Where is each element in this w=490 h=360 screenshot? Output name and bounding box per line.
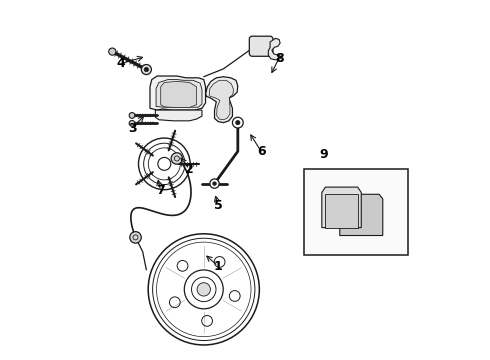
Text: 2: 2 — [185, 163, 194, 176]
Circle shape — [144, 67, 148, 72]
Text: 7: 7 — [156, 184, 165, 197]
Polygon shape — [269, 39, 281, 60]
Circle shape — [129, 121, 135, 126]
Circle shape — [197, 283, 210, 296]
Text: 8: 8 — [275, 51, 283, 64]
Circle shape — [141, 64, 151, 75]
Circle shape — [129, 113, 135, 118]
Circle shape — [232, 117, 243, 128]
Text: 1: 1 — [214, 260, 222, 273]
Polygon shape — [205, 77, 238, 123]
Circle shape — [213, 182, 216, 185]
Polygon shape — [322, 187, 361, 228]
Polygon shape — [161, 81, 196, 108]
Text: 6: 6 — [257, 145, 266, 158]
Circle shape — [236, 121, 240, 125]
Circle shape — [171, 153, 183, 164]
Polygon shape — [340, 194, 383, 235]
Polygon shape — [156, 80, 202, 107]
FancyBboxPatch shape — [249, 36, 273, 56]
Circle shape — [210, 179, 219, 188]
Circle shape — [109, 48, 116, 55]
Text: 9: 9 — [319, 148, 328, 161]
Polygon shape — [150, 76, 205, 110]
Polygon shape — [325, 194, 358, 228]
Polygon shape — [209, 80, 234, 120]
Bar — [304, 169, 408, 255]
Circle shape — [130, 231, 141, 243]
Text: 4: 4 — [117, 57, 125, 70]
Polygon shape — [155, 110, 202, 121]
Text: 3: 3 — [128, 122, 136, 135]
Text: 5: 5 — [214, 199, 222, 212]
